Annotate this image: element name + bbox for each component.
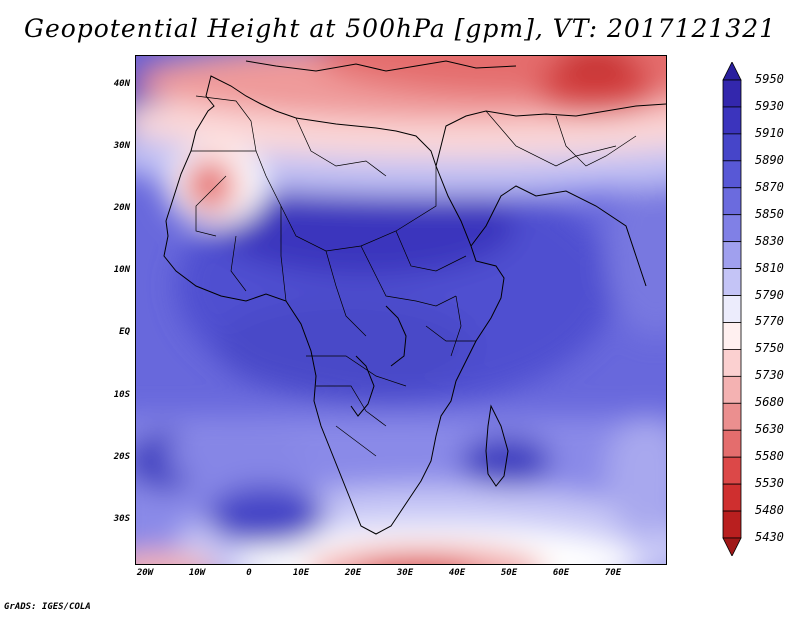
colorbar-box [722,79,742,108]
colorbar-level-label: 5830 [755,233,784,248]
colorbar-level-label: 5480 [755,503,784,518]
colorbar-box [722,322,742,350]
colorbar-box [722,268,742,296]
lat-label-30n: 30N [113,141,130,151]
lat-label-eq: EQ [119,327,130,337]
colorbar-box [722,510,742,539]
colorbar-box [722,187,742,216]
colorbar-box [722,214,742,243]
colorbar-level-label: 5750 [755,341,784,356]
lon-label-60e: 60E [552,568,570,578]
colorbar-level-label: 5850 [755,206,784,221]
colorbar [722,62,742,556]
colorbar-level-label: 5680 [755,395,784,410]
lon-label-70e: 70E [604,568,622,578]
colorbar-box [722,106,742,135]
colorbar-level-label: 5910 [755,125,784,140]
colorbar-box [722,133,742,162]
lat-label-20n: 20N [113,203,130,213]
colorbar-level-label: 5870 [755,179,784,194]
colorbar-box [722,160,742,189]
lon-label-10w: 10W [188,568,206,578]
colorbar-level-label: 5580 [755,449,784,464]
country-borders [191,95,637,457]
lat-label-10n: 10N [113,265,130,275]
lon-label-20w: 20W [136,568,154,578]
colorbar-level-label: 5530 [755,476,784,491]
grads-credit: GrADS: IGES/COLA [4,602,91,612]
geopotential-map [136,56,666,564]
colorbar-box [722,402,742,431]
colorbar-level-label: 5430 [755,530,784,544]
lon-label-10e: 10E [292,568,310,578]
colorbar-box [722,456,742,485]
colorbar-level-label: 5890 [755,152,784,167]
map-panel [135,55,667,565]
lat-label-20s: 20S [113,452,130,462]
lon-label-30e: 30E [396,568,414,578]
field-contours [136,56,666,564]
colorbar-level-label: 5630 [755,422,784,437]
map-title: Geopotential Height at 500hPa [gpm], VT:… [23,14,777,43]
colorbar-box [722,241,742,269]
lon-label-40e: 40E [448,568,466,578]
lat-label-30s: 30S [113,514,130,524]
colorbar-level-label: 5930 [755,98,784,113]
coastlines [163,60,666,535]
colorbar-box [722,375,742,404]
lon-label-20e: 20E [344,568,362,578]
colorbar-box [722,349,742,377]
colorbar-top-triangle [722,62,742,81]
colorbar-level-label: 5950 [755,72,784,86]
colorbar-box [722,429,742,458]
lon-label-50e: 50E [500,568,518,578]
lat-label-40n: 40N [113,79,130,89]
colorbar-level-label: 5790 [755,287,784,302]
colorbar-bottom-triangle [722,537,742,556]
colorbar-level-label: 5730 [755,368,784,383]
colorbar-level-label: 5810 [755,260,784,275]
lon-label-0: 0 [246,568,252,578]
colorbar-box [722,295,742,323]
colorbar-level-label: 5770 [755,314,784,329]
colorbar-box [722,483,742,512]
lat-label-10s: 10S [113,390,130,400]
